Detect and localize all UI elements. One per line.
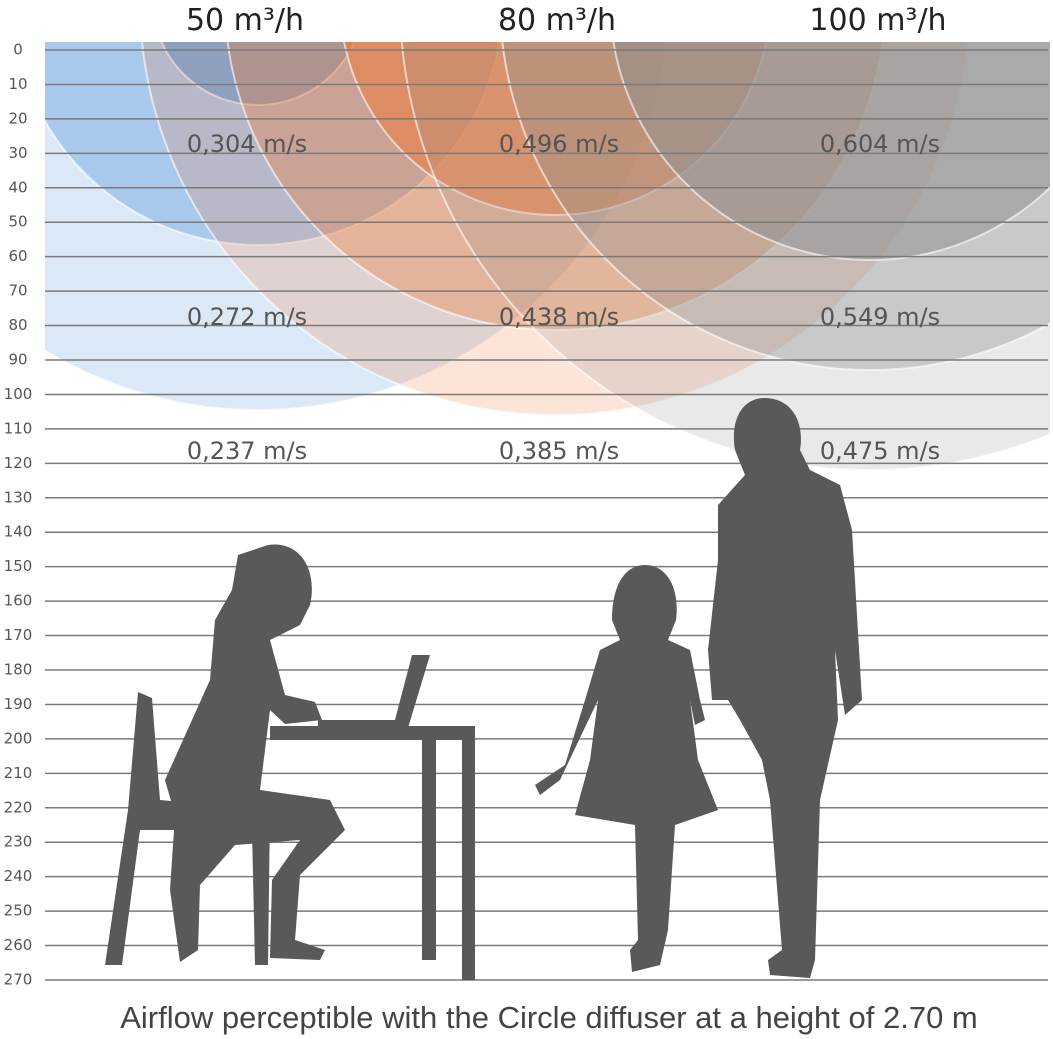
velocity-label: 0,304 m/s (187, 130, 307, 158)
scale-label: 60 (8, 247, 27, 265)
scale-label: 70 (8, 282, 27, 300)
velocity-label: 0,438 m/s (499, 303, 619, 331)
column-title: 80 m³/h (498, 3, 616, 38)
seated-woman (165, 544, 345, 962)
scale-label: 250 (4, 902, 33, 920)
scale-label: 260 (4, 936, 33, 954)
velocity-label: 0,385 m/s (499, 437, 619, 465)
scale-label: 40 (8, 178, 27, 196)
scale-label: 180 (4, 661, 33, 679)
velocity-label: 0,549 m/s (820, 303, 940, 331)
scale-label: 90 (8, 351, 27, 369)
velocity-label: 0,237 m/s (187, 437, 307, 465)
scale-label: 120 (4, 454, 33, 472)
desk (270, 726, 475, 980)
airflow-zones (45, 42, 1050, 471)
scale-label: 0 (13, 41, 23, 59)
scale-label: 100 (4, 385, 33, 403)
standing-woman (708, 398, 862, 978)
scale-label: 110 (4, 419, 33, 437)
velocity-label: 0,272 m/s (187, 303, 307, 331)
laptop (318, 655, 430, 728)
velocity-label: 0,604 m/s (820, 130, 940, 158)
column-title: 50 m³/h (186, 3, 304, 38)
scale-label: 160 (4, 592, 33, 610)
labels: 50 m³/h 0,304 m/s 0,272 m/s 0,237 m/s 80 m³/… (186, 3, 947, 465)
scale: 0 10 20 30 40 50 60 70 80 90 100 110 120 130 140 150 160… (4, 41, 1048, 989)
caption: Airflow perceptible with the Circle diff… (120, 1000, 978, 1035)
scale-label: 80 (8, 316, 27, 334)
girl (535, 565, 718, 972)
velocity-label: 0,496 m/s (499, 130, 619, 158)
scale-label: 30 (8, 144, 27, 162)
scale-label: 230 (4, 833, 33, 851)
scale-label: 50 (8, 213, 27, 231)
scale-label: 190 (4, 695, 33, 713)
scale-label: 210 (4, 764, 33, 782)
scale-label: 150 (4, 557, 33, 575)
airflow-zone (160, 42, 356, 106)
airflow-zone (612, 42, 1050, 261)
scale-label: 200 (4, 729, 33, 747)
scale-label: 10 (8, 75, 27, 93)
scale-label: 140 (4, 523, 33, 541)
column-title: 100 m³/h (809, 3, 946, 38)
velocity-label: 0,475 m/s (820, 437, 940, 465)
scale-label: 270 (4, 971, 33, 989)
scale-label: 240 (4, 867, 33, 885)
scale-label: 220 (4, 798, 33, 816)
scale-label: 170 (4, 626, 33, 644)
scale-label: 130 (4, 488, 33, 506)
silhouettes (105, 398, 862, 980)
scale-label: 20 (8, 109, 27, 127)
